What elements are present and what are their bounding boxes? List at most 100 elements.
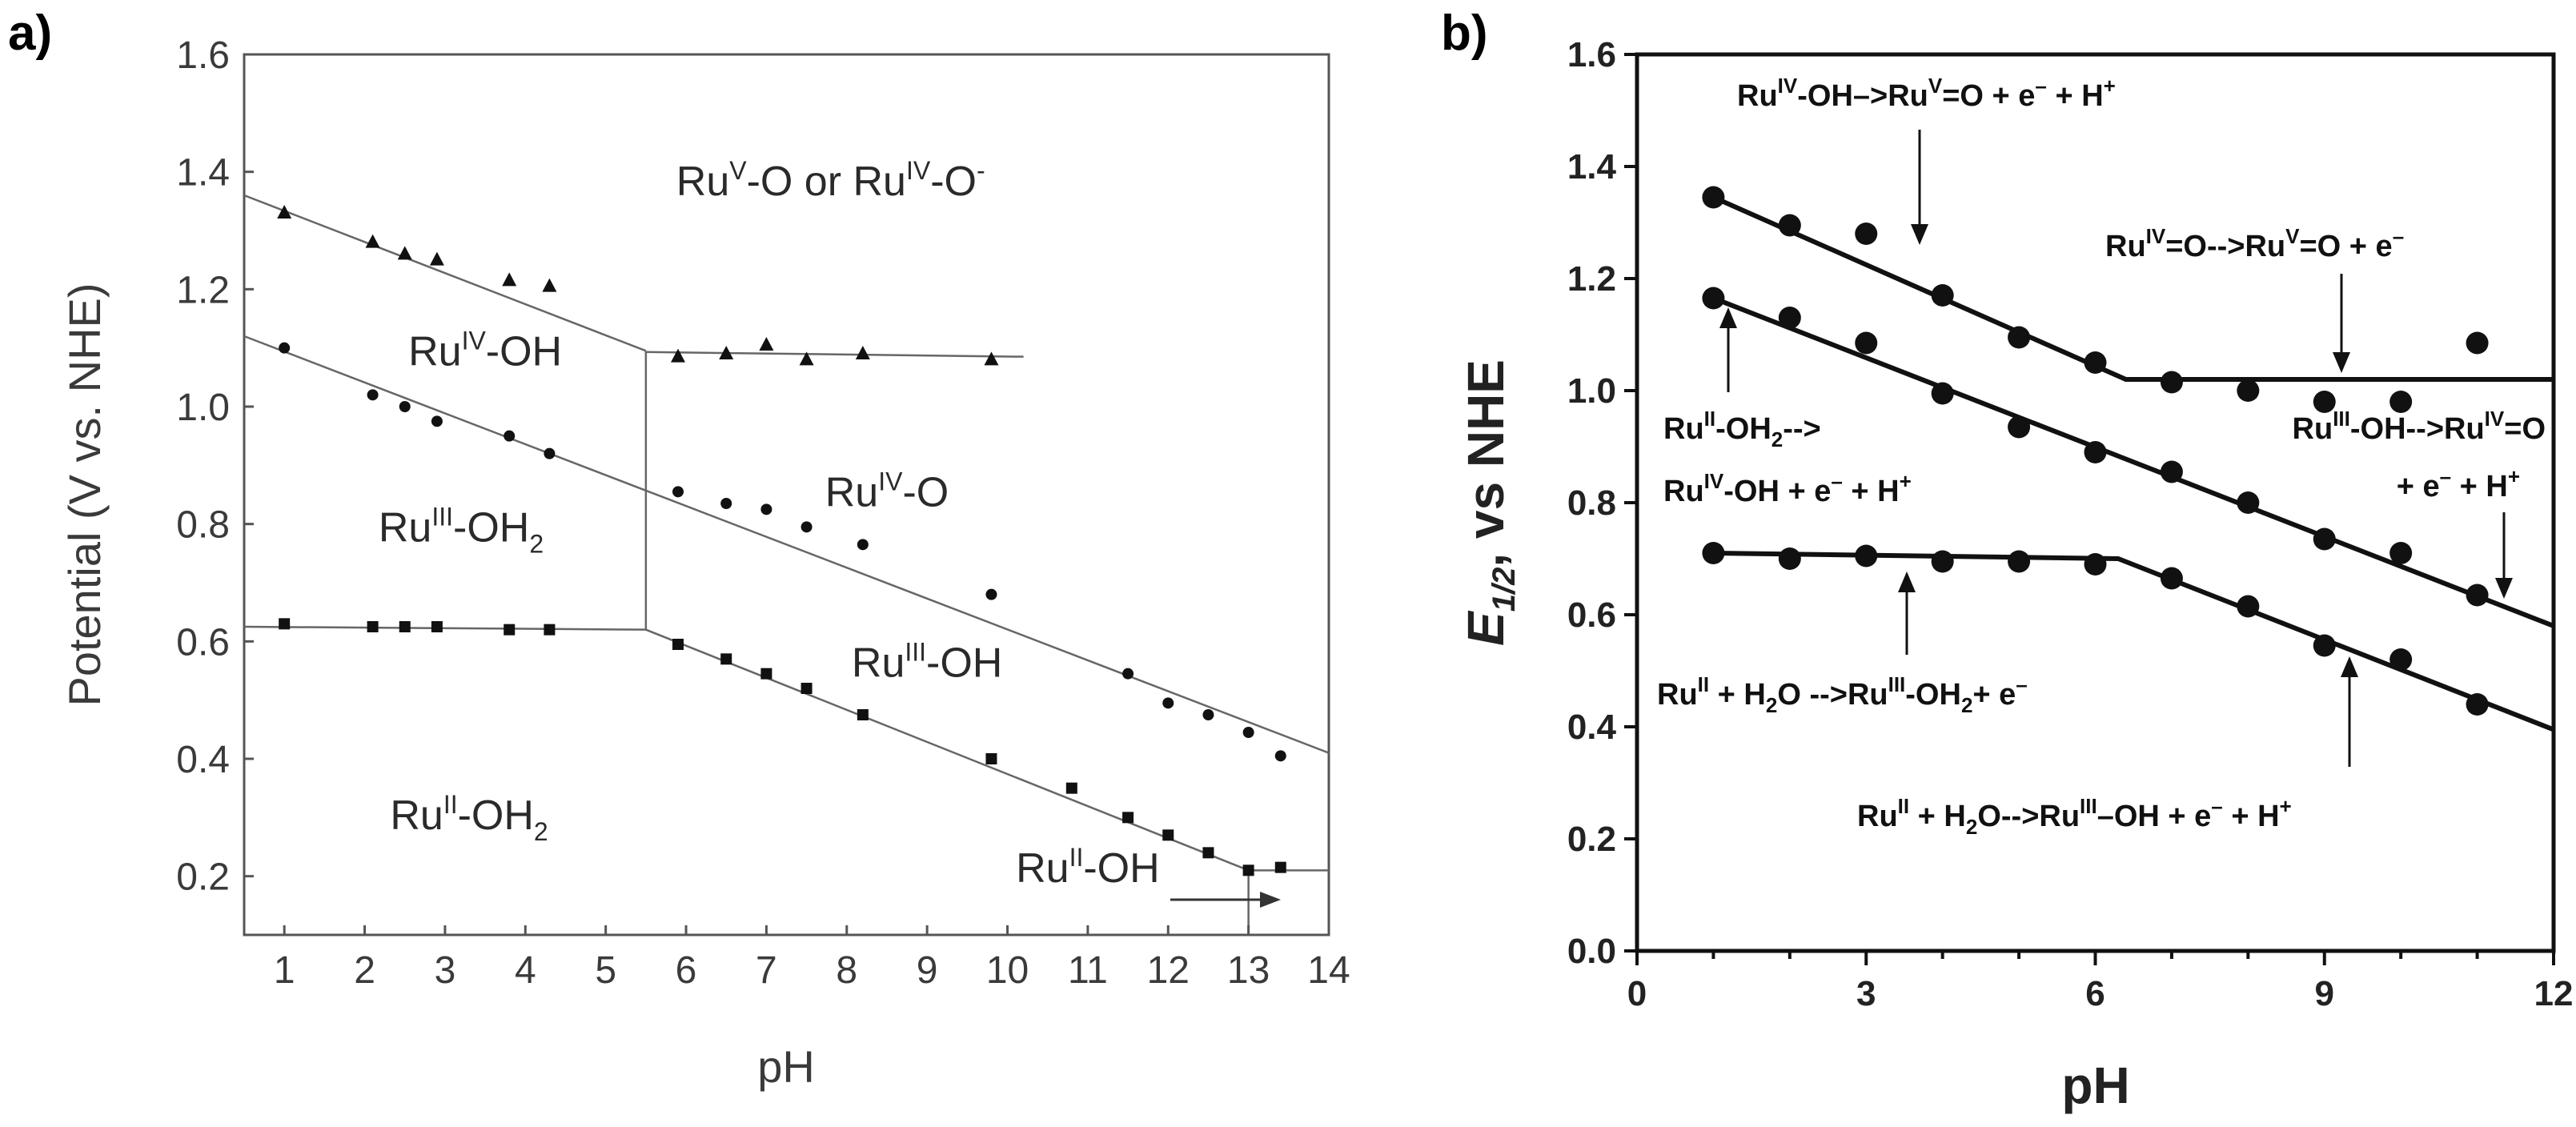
point-square — [1065, 782, 1077, 794]
point-circle — [672, 486, 684, 498]
point-circle — [504, 430, 516, 442]
point-triangle — [542, 278, 557, 292]
y-axis-label: Potential (V vs. NHE) — [59, 283, 110, 706]
region-label: RuII-OH2 — [390, 790, 548, 846]
x-tick-label: 1 — [274, 949, 295, 992]
fit-line — [1712, 195, 2554, 382]
y-tick-label: 0.6 — [1567, 596, 1616, 635]
x-axis-ticks: 1 2 3 4 5 6 7 8 9 10 11 12 13 14 — [274, 925, 1350, 992]
point-square — [760, 668, 772, 680]
point-square — [431, 621, 443, 632]
point-circle — [2389, 391, 2413, 413]
point-circle — [2008, 326, 2031, 349]
x-tick-label: 9 — [2315, 974, 2334, 1013]
x-tick-label: 6 — [676, 949, 697, 992]
y-tick-label: 0.0 — [1567, 932, 1616, 971]
annotation-arrow — [2333, 274, 2350, 373]
point-triangle — [799, 351, 814, 366]
point-circle — [760, 503, 772, 515]
y-tick-label: 1.2 — [176, 269, 230, 311]
point-circle — [2084, 441, 2107, 463]
point-circle — [2084, 351, 2107, 374]
point-circle — [1702, 287, 1725, 310]
point-square — [1202, 847, 1214, 859]
point-square — [800, 683, 813, 694]
point-circle — [1855, 223, 1878, 245]
annotation-text: RuIII-OH-->RuIV=O — [2293, 407, 2546, 446]
point-circle — [1778, 214, 1801, 237]
point-circle — [2389, 648, 2413, 671]
region-label: RuIII-OH2 — [379, 503, 544, 559]
point-circle — [720, 498, 732, 509]
y-tick-label: 1.0 — [1567, 371, 1616, 411]
x-tick-label: 12 — [2534, 974, 2574, 1013]
annotation-text: RuIV-OH + e– + H+ — [1663, 469, 1912, 508]
region-label: RuIV-OH — [408, 327, 562, 375]
y-tick-label: 1.2 — [1567, 259, 1616, 299]
point-circle — [2466, 584, 2489, 607]
x-tick-label: 6 — [2085, 974, 2105, 1013]
point-circle — [857, 539, 869, 551]
point-triangle — [855, 346, 870, 359]
point-square — [985, 753, 997, 764]
y-axis-ticks: 0.2 0.4 0.6 0.8 1.0 1.2 1.4 1.6 — [176, 34, 254, 899]
phase-boundary-line — [243, 335, 1330, 754]
point-circle — [1202, 709, 1214, 720]
phase-boundary-line — [645, 351, 1024, 358]
annotation-text: RuII + H2O -->RuIII-OH2+ e– — [1657, 672, 2028, 717]
fit-line — [1713, 551, 2555, 732]
panel-b-label: b) — [1441, 6, 1488, 61]
region-label: RuV-O or RuIV-O- — [676, 156, 985, 205]
point-circle — [1931, 382, 1954, 405]
annotation-text: + e– + H+ — [2397, 464, 2520, 503]
point-circle — [2160, 371, 2183, 394]
y-tick-label: 1.4 — [1567, 147, 1617, 186]
annotation-arrow — [2495, 512, 2513, 599]
y-tick-label: 1.6 — [176, 34, 230, 77]
region-label: RuIV-O — [825, 467, 949, 516]
point-square — [720, 653, 732, 665]
x-tick-label: 0 — [1627, 974, 1647, 1013]
y-axis-ticks: 0.0 0.2 0.4 0.6 0.8 1.0 1.2 1.4 1.6 — [1567, 35, 1637, 971]
point-circle — [1702, 542, 1725, 564]
point-triangle — [429, 251, 444, 266]
point-circle — [2313, 527, 2336, 551]
data-points — [1702, 186, 2489, 716]
y-tick-label: 0.4 — [176, 739, 230, 781]
point-circle — [2237, 595, 2260, 618]
x-tick-label: 7 — [756, 949, 777, 992]
annotation-text: RuII-OH2--> — [1663, 407, 1821, 451]
point-circle — [2008, 550, 2031, 573]
point-circle — [1702, 186, 1725, 209]
point-circle — [2084, 553, 2107, 576]
point-circle — [1931, 284, 1954, 307]
x-tick-label: 3 — [1856, 974, 1876, 1013]
panel-b: b) 0 3 6 9 12 0.0 0.2 0.4 0.6 0.8 1.0 1.2 1.4 1.6 Ru… — [1441, 6, 2573, 1114]
point-square — [399, 621, 411, 632]
region-label: RuII-OH — [1016, 843, 1160, 892]
annotation-text: RuII + H2O-->RuIII–OH + e– + H+ — [1857, 794, 2292, 839]
point-triangle — [277, 205, 292, 219]
y-tick-label: 0.6 — [176, 621, 230, 664]
point-circle — [2160, 567, 2183, 590]
panel-a-label: a) — [8, 6, 52, 61]
point-circle — [2160, 460, 2183, 483]
point-square — [367, 621, 379, 632]
y-tick-label: 1.0 — [176, 387, 230, 429]
point-circle — [1855, 331, 1878, 355]
panel-a: a) 1 2 3 4 5 6 7 8 9 10 11 12 13 14 0.20.40.60.81.01.… — [8, 6, 1350, 1092]
x-tick-label: 2 — [354, 949, 375, 992]
point-square — [1162, 829, 1174, 841]
point-circle — [800, 521, 813, 533]
point-circle — [2313, 634, 2336, 657]
y-tick-label: 0.4 — [1567, 708, 1617, 747]
fit-lines — [1712, 195, 2555, 732]
ru2-oh-arrow — [1170, 892, 1281, 908]
region-label: RuIII-OH — [852, 637, 1002, 686]
point-square — [672, 639, 684, 650]
annotation-arrow — [1898, 572, 1916, 655]
x-tick-label: 8 — [836, 949, 857, 992]
point-circle — [1778, 307, 1801, 329]
fit-line — [1712, 295, 2555, 628]
x-tick-label: 5 — [595, 949, 616, 992]
